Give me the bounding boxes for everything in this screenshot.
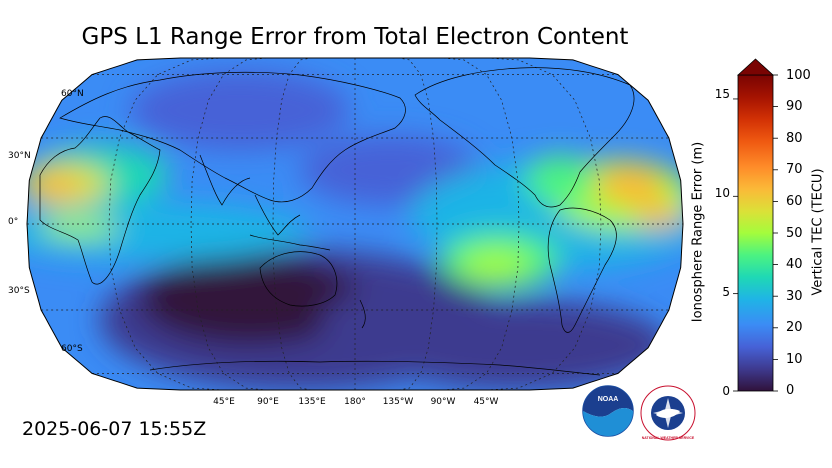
meridian-line [398,58,438,390]
meridian-line [272,58,312,390]
tec-tick-30: 30 [786,289,803,304]
meridian-line [485,58,602,390]
tec-tick-80: 80 [786,131,803,146]
nws-logo: NATIONAL WEATHER SERVICE [640,385,696,441]
lon-label-180: 180° [344,397,366,407]
colorbar-extend-arrow [736,58,775,76]
noaa-logo: NOAA [582,385,634,437]
lon-label-45w: 45°W [473,397,499,407]
tec-tick-40: 40 [786,257,803,272]
lat-label-eq: 0° [8,217,19,227]
meridian-line [108,58,225,390]
tec-tick-10: 10 [786,352,803,367]
range-error-tick-0: 0 [722,384,730,398]
tec-tick-0: 0 [786,383,795,398]
coastlines [39,67,635,376]
timestamp: 2025-06-07 15:55Z [22,418,207,440]
range-error-tick-10: 10 [714,186,730,200]
tec-axis-label: Vertical TEC (TECU) [810,168,826,296]
lon-label-90e: 90°E [257,397,279,407]
chart-title: GPS L1 Range Error from Total Electron C… [81,24,629,50]
tec-tick-60: 60 [786,194,803,209]
range-error-axis-label: Ionosphere Range Error (m) [690,141,706,323]
range-error-tick-5: 5 [722,285,730,299]
tec-tick-90: 90 [786,99,803,114]
range-error-tick-15: 15 [714,87,730,101]
nws-logo-text: NATIONAL WEATHER SERVICE [642,436,695,440]
tec-tick-50: 50 [786,226,803,241]
lon-label-45e: 45°E [213,397,235,407]
lat-label-60n: 60°N [61,89,84,99]
graticule [27,58,683,390]
lon-label-135e: 135°E [298,397,326,407]
lon-label-90w: 90°W [430,397,456,407]
tec-tick-70: 70 [786,162,803,177]
noaa-logo-text: NOAA [598,396,619,403]
map-boundary [26,57,684,391]
tec-tick-20: 20 [786,320,803,335]
lat-label-30s: 30°S [8,286,30,296]
lat-label-30n: 30°N [8,151,31,161]
tec-tick-100: 100 [786,68,811,83]
colorbar [733,58,778,392]
lon-label-135w: 135°W [382,397,414,407]
lat-label-60s: 60°S [61,344,83,354]
